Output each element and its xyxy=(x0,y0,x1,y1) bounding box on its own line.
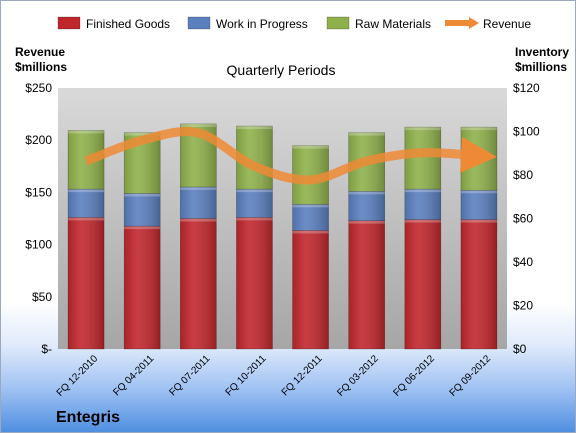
left-tick-label: $200 xyxy=(25,133,52,147)
bar-shade xyxy=(404,189,441,220)
bar-top-highlight xyxy=(292,230,329,234)
x-tick-label: FQ 07-2011 xyxy=(167,353,212,398)
right-axis-label-line1: Inventory xyxy=(515,45,569,59)
bar-top-highlight xyxy=(348,132,385,136)
left-axis-label-line1: Revenue xyxy=(15,45,65,59)
bar-top-highlight xyxy=(124,193,161,197)
right-axis-label-line2: $millions xyxy=(515,60,567,74)
bar-top-highlight xyxy=(404,127,441,131)
bar-shade xyxy=(348,191,385,221)
bar-shade xyxy=(404,219,441,349)
legend-swatch-work-in-progress xyxy=(187,16,211,30)
bar-shade xyxy=(292,204,329,231)
revenue-line-group xyxy=(84,127,497,185)
bar-shade xyxy=(404,127,441,190)
bar-shade xyxy=(236,217,273,349)
legend-label-revenue: Revenue xyxy=(483,17,531,31)
right-tick-label: $80 xyxy=(513,168,533,182)
bar-top-highlight xyxy=(460,190,497,194)
bar-top-highlight xyxy=(124,226,161,230)
legend-arrow-revenue xyxy=(469,17,479,29)
x-tick-label: FQ 12-2011 xyxy=(280,353,325,398)
bar-shade xyxy=(460,219,497,349)
bar-top-highlight xyxy=(124,132,161,136)
bar-top-highlight xyxy=(180,218,217,222)
legend: Finished Goods Work in Progress Raw Materi… xyxy=(57,16,531,31)
legend-label-finished-goods: Finished Goods xyxy=(86,17,170,31)
bars-group xyxy=(67,123,498,350)
legend-swatch-finished-goods xyxy=(57,16,81,30)
bar-top-highlight xyxy=(292,204,329,208)
bar-top-highlight xyxy=(236,189,273,193)
bar-top-highlight xyxy=(348,191,385,195)
bar-shade xyxy=(68,189,105,218)
legend-swatch-raw-materials xyxy=(326,16,350,30)
bar-shade xyxy=(68,217,105,349)
right-tick-label: $120 xyxy=(513,81,540,95)
right-tick-label: $0 xyxy=(513,342,527,356)
x-tick-label: FQ 06-2012 xyxy=(391,353,437,399)
right-tick-label: $60 xyxy=(513,212,533,226)
left-tick-label: $150 xyxy=(25,185,52,199)
bar-shade xyxy=(124,193,161,227)
left-axis-label-line2: $millions xyxy=(15,60,67,74)
chart-title: Quarterly Periods xyxy=(227,62,336,78)
bar-top-highlight xyxy=(180,186,217,190)
revenue-line xyxy=(84,127,497,185)
bar-top-highlight xyxy=(180,123,217,127)
bar-top-highlight xyxy=(460,127,497,131)
bar-top-highlight xyxy=(68,189,105,193)
left-tick-label: $250 xyxy=(25,81,52,95)
left-tick-label: $50 xyxy=(32,290,52,304)
legend-label-raw-materials: Raw Materials xyxy=(355,17,431,31)
x-tick-label: FQ 09-2012 xyxy=(448,353,494,399)
legend-label-work-in-progress: Work in Progress xyxy=(216,17,308,31)
bar-shade xyxy=(124,226,161,349)
right-tick-label: $100 xyxy=(513,125,540,139)
bar-shade xyxy=(460,190,497,220)
x-tick-label: FQ 04-2011 xyxy=(111,353,156,398)
bar-shade xyxy=(180,186,217,219)
bar-top-highlight xyxy=(68,130,105,134)
right-tick-label: $40 xyxy=(513,255,533,269)
right-tick-label: $20 xyxy=(513,299,533,313)
bar-shade xyxy=(236,189,273,218)
x-tick-label: FQ 12-2010 xyxy=(55,353,101,399)
bar-shade xyxy=(180,218,217,349)
bar-top-highlight xyxy=(236,217,273,221)
bar-shade xyxy=(292,230,329,349)
bar-top-highlight xyxy=(404,189,441,193)
x-tick-label: FQ 03-2012 xyxy=(335,353,381,399)
bar-top-highlight xyxy=(460,219,497,223)
bar-top-highlight xyxy=(68,217,105,221)
x-tick-label: FQ 10-2011 xyxy=(224,353,269,398)
bar-top-highlight xyxy=(348,220,385,224)
bar-top-highlight xyxy=(236,126,273,130)
x-axis-ticks: FQ 12-2010 FQ 04-2011 FQ 07-2011 FQ 10-2011… xyxy=(55,353,494,399)
bar-top-highlight xyxy=(404,219,441,223)
right-axis-ticks: $0 $20 $40 $60 $80 $100 $120 xyxy=(513,81,540,356)
left-tick-label: $100 xyxy=(25,238,52,252)
bar-top-highlight xyxy=(292,145,329,149)
left-axis-ticks: $- $50 $100 $150 $200 $250 xyxy=(25,81,52,356)
company-name: Entegris xyxy=(56,409,120,426)
left-tick-label: $- xyxy=(41,342,52,356)
bar-shade xyxy=(348,220,385,349)
